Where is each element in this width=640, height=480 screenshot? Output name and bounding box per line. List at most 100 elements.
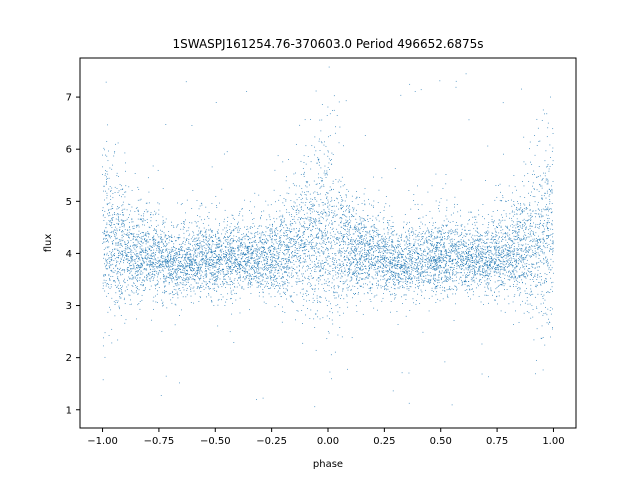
data-point [519,222,521,224]
data-point [137,258,139,259]
data-point [105,235,107,237]
data-point [438,274,440,276]
data-point [406,281,408,283]
data-point [232,302,233,304]
data-point [429,240,431,242]
data-point [226,224,228,226]
data-point [140,215,142,217]
data-point [288,259,289,261]
data-point [202,258,204,260]
data-point [451,404,453,406]
data-point [226,299,228,300]
data-point [169,236,171,238]
data-point [535,210,537,212]
data-point [221,269,223,271]
data-point [359,217,361,219]
data-point [537,127,539,129]
data-point [417,209,419,210]
data-point [547,263,549,265]
data-point [189,257,191,259]
data-point [379,252,381,254]
data-point [314,191,316,193]
data-point [146,277,148,279]
data-point [136,224,138,226]
data-point [284,312,286,314]
data-point [525,243,527,245]
data-point [469,272,471,274]
data-point [410,232,412,234]
data-point [191,270,193,271]
data-point [536,263,537,265]
data-point [269,233,271,235]
data-point [129,294,131,296]
data-point [535,256,537,258]
data-point [387,262,389,263]
data-point [117,284,119,286]
data-point [145,234,147,236]
data-point [218,240,220,241]
data-point [251,274,253,275]
data-point [518,258,519,259]
data-point [502,195,504,197]
data-point [200,252,202,253]
data-point [501,284,503,286]
data-point [174,259,176,261]
data-point [160,266,162,268]
data-point [193,265,195,266]
data-point [505,239,507,241]
data-point [466,246,468,248]
data-point [227,237,229,238]
data-point [128,267,129,268]
data-point [368,255,370,257]
data-point [450,245,452,246]
data-point [102,215,104,217]
data-point [318,222,320,224]
data-point [138,253,140,255]
data-point [214,290,216,291]
data-point [178,265,179,266]
data-point [142,232,144,234]
data-point [383,261,384,262]
data-point [190,288,191,290]
data-point [317,237,319,239]
data-point [321,210,323,212]
data-point [351,277,353,279]
data-point [535,252,537,254]
data-point [456,263,458,265]
data-point [519,260,521,262]
data-point [370,288,371,290]
data-point [270,264,272,265]
data-point [104,174,106,176]
data-point [508,237,510,239]
data-point [385,274,387,276]
data-point [103,275,105,277]
data-point [508,238,510,240]
data-point [296,266,298,268]
data-point [225,252,227,254]
data-point [547,265,549,267]
data-point [175,253,176,255]
data-point [142,260,144,262]
data-point [203,245,205,246]
data-point [239,213,240,215]
data-point [134,236,136,238]
data-point [316,258,317,259]
data-point [509,245,511,247]
data-point [495,253,497,255]
data-point [342,263,344,265]
data-point [328,281,330,282]
data-point [339,237,341,239]
data-point [143,215,144,217]
data-point [152,239,154,240]
data-point [468,267,470,269]
data-point [337,237,338,238]
data-point [178,270,179,271]
data-point [416,249,418,251]
data-point [469,270,471,272]
data-point [381,241,383,243]
data-point [135,254,137,256]
data-point [105,227,107,228]
data-point [397,324,399,325]
data-point [396,264,398,266]
data-point [216,278,217,280]
